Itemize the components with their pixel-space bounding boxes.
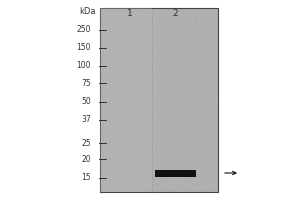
Text: 50: 50	[81, 98, 91, 106]
Bar	[155, 170, 196, 177]
Text: 2: 2	[172, 8, 178, 18]
Text: kDa: kDa	[80, 7, 96, 17]
Text: 100: 100	[76, 62, 91, 71]
Text: 75: 75	[81, 78, 91, 88]
Text: 25: 25	[81, 138, 91, 148]
Bar	[100, 8, 152, 192]
Text: 20: 20	[81, 154, 91, 164]
Text: 150: 150	[76, 44, 91, 52]
Text: 1: 1	[127, 8, 133, 18]
Text: 37: 37	[81, 116, 91, 124]
Bar	[100, 8, 218, 192]
Text: 250: 250	[76, 25, 91, 34]
Text: 15: 15	[81, 173, 91, 182]
